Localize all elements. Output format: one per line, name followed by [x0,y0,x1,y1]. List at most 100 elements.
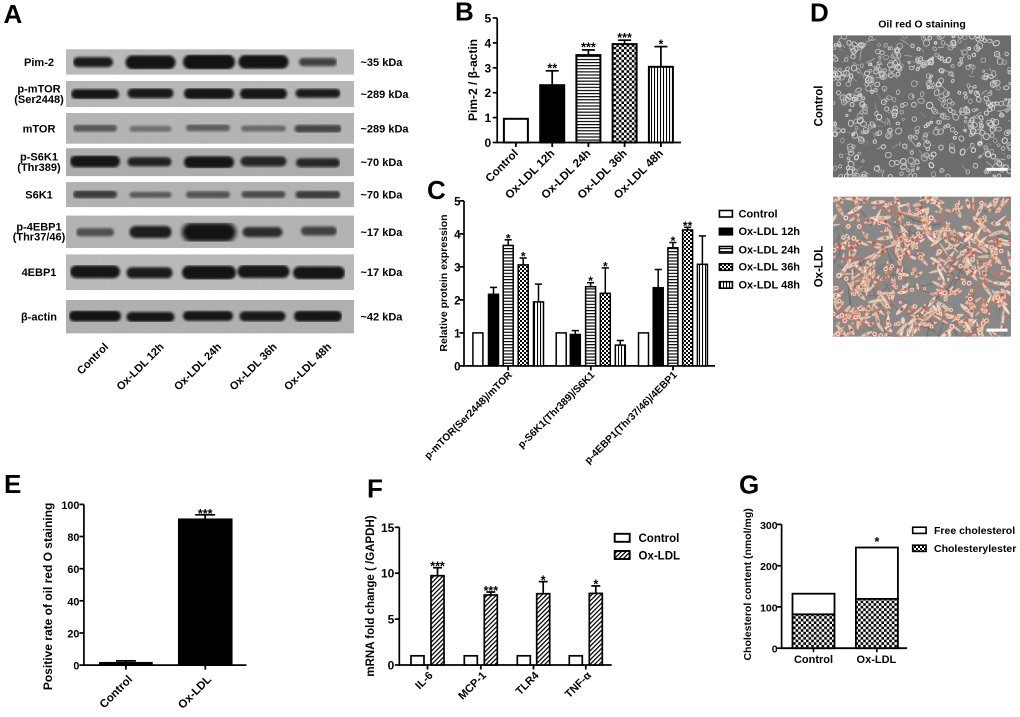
svg-text:~17 kDa: ~17 kDa [361,227,404,239]
svg-text:TLR4: TLR4 [514,669,543,698]
svg-text:2: 2 [454,295,460,307]
svg-text:Cholesterylester: Cholesterylester [934,543,1016,555]
svg-text:10: 10 [381,567,395,581]
svg-text:0: 0 [454,361,460,373]
svg-text:Pim-2: Pim-2 [24,57,54,69]
svg-text:***: *** [430,560,445,574]
svg-text:p-4EBP1: p-4EBP1 [16,221,61,233]
svg-text:80: 80 [67,532,79,544]
svg-text:p-S6K1(Thr389)/S6K1: p-S6K1(Thr389)/S6K1 [516,370,597,451]
svg-text:Free cholesterol: Free cholesterol [934,525,1015,537]
svg-text:***: *** [581,41,596,55]
svg-text:1: 1 [485,111,492,125]
svg-text:p-mTOR(Ser2448)/mTOR: p-mTOR(Ser2448)/mTOR [423,369,515,461]
svg-text:Ox-LDL: Ox-LDL [857,654,897,666]
svg-text:MCP-1: MCP-1 [456,670,489,703]
svg-text:Ox-LDL 24h: Ox-LDL 24h [739,244,801,256]
svg-text:(Thr37/46): (Thr37/46) [13,232,66,244]
svg-text:~35 kDa: ~35 kDa [361,57,404,69]
svg-text:5: 5 [388,613,395,627]
svg-text:(Thr389): (Thr389) [17,162,61,174]
svg-text:**: ** [547,62,557,76]
svg-text:40: 40 [67,596,79,608]
svg-text:300: 300 [760,520,778,532]
svg-text:Ox-LDL: Ox-LDL [814,246,826,288]
svg-text:Control: Control [739,208,778,220]
svg-text:IL-6: IL-6 [413,670,435,692]
svg-text:E: E [4,469,21,499]
svg-text:Ox-LDL: Ox-LDL [639,550,681,562]
svg-text:Oil red O staining: Oil red O staining [878,19,966,31]
svg-text:~70 kDa: ~70 kDa [361,190,404,202]
svg-text:4: 4 [485,36,492,50]
svg-text:Ox-LDL 48h: Ox-LDL 48h [739,280,801,292]
svg-text:Control: Control [484,148,521,185]
svg-text:~289 kDa: ~289 kDa [361,123,410,135]
svg-text:p-S6K1: p-S6K1 [20,152,58,164]
svg-text:2: 2 [485,86,492,100]
svg-text:B: B [455,0,474,27]
svg-text:Ox-LDL 36h: Ox-LDL 36h [739,262,801,274]
svg-text:4: 4 [454,229,461,241]
svg-text:*: * [603,259,608,273]
svg-text:~289 kDa: ~289 kDa [361,89,410,101]
svg-text:4EBP1: 4EBP1 [22,267,57,279]
svg-text:Cholesterol content (nmol/mg): Cholesterol content (nmol/mg) [742,508,754,660]
svg-text:0: 0 [485,136,492,150]
svg-text:~17 kDa: ~17 kDa [361,267,404,279]
svg-text:0: 0 [772,644,778,656]
svg-text:0: 0 [388,659,395,673]
svg-text:Ox-LDL 24h: Ox-LDL 24h [172,341,224,393]
svg-text:1: 1 [454,328,461,340]
svg-text:Ox-LDL 12h: Ox-LDL 12h [739,226,801,238]
svg-text:20: 20 [67,629,79,641]
svg-text:~42 kDa: ~42 kDa [361,312,404,324]
svg-text:p-4EBP1(Thr37/46)/4EBP1: p-4EBP1(Thr37/46)/4EBP1 [583,370,680,467]
svg-text:*: * [671,234,676,248]
svg-text:G: G [739,470,759,500]
svg-text:200: 200 [760,561,778,573]
svg-text:*: * [506,231,511,245]
svg-text:**: ** [683,219,693,233]
svg-text:~70 kDa: ~70 kDa [361,157,404,169]
svg-text:*: * [658,37,663,51]
svg-text:(Ser2448): (Ser2448) [14,94,64,106]
svg-text:3: 3 [485,61,492,75]
svg-text:*: * [874,535,879,549]
svg-text:*: * [521,250,526,264]
svg-text:100: 100 [760,602,778,614]
svg-text:Ox-LDL: Ox-LDL [176,674,214,712]
svg-text:mTOR: mTOR [23,123,56,135]
svg-text:Control: Control [75,341,111,377]
svg-text:***: *** [484,584,499,598]
svg-text:15: 15 [381,521,395,535]
svg-text:Ox-LDL 12h: Ox-LDL 12h [115,341,167,393]
svg-text:*: * [588,274,593,288]
svg-text:5: 5 [485,12,492,26]
svg-text:Ox-LDL 48h: Ox-LDL 48h [282,341,334,393]
svg-text:Control: Control [98,674,135,711]
svg-text:Control: Control [639,533,680,545]
svg-text:3: 3 [454,262,460,274]
svg-text:Control: Control [794,654,833,666]
svg-text:60: 60 [67,564,79,576]
svg-text:S6K1: S6K1 [25,190,53,202]
svg-text:*: * [593,578,598,592]
svg-text:Pim-2 / β-actin: Pim-2 / β-actin [466,39,480,121]
svg-text:5: 5 [454,196,461,208]
svg-text:A: A [4,0,23,29]
svg-text:F: F [367,474,383,504]
svg-text:β-actin: β-actin [21,312,57,324]
svg-text:***: *** [198,507,213,521]
svg-text:Ox-LDL 36h: Ox-LDL 36h [228,341,280,393]
svg-text:mRNA fold change ( /GAPDH): mRNA fold change ( /GAPDH) [365,515,377,676]
svg-text:***: *** [617,31,632,45]
svg-text:100: 100 [61,500,79,512]
svg-text:D: D [810,0,829,28]
svg-text:C: C [427,175,446,205]
svg-text:TNF-α: TNF-α [563,669,594,700]
svg-text:Positive rate of oil red O sta: Positive rate of oil red O staining [41,503,55,690]
svg-text:0: 0 [73,661,79,673]
svg-text:*: * [541,573,546,587]
svg-text:Relative protein expression: Relative protein expression [438,214,450,351]
